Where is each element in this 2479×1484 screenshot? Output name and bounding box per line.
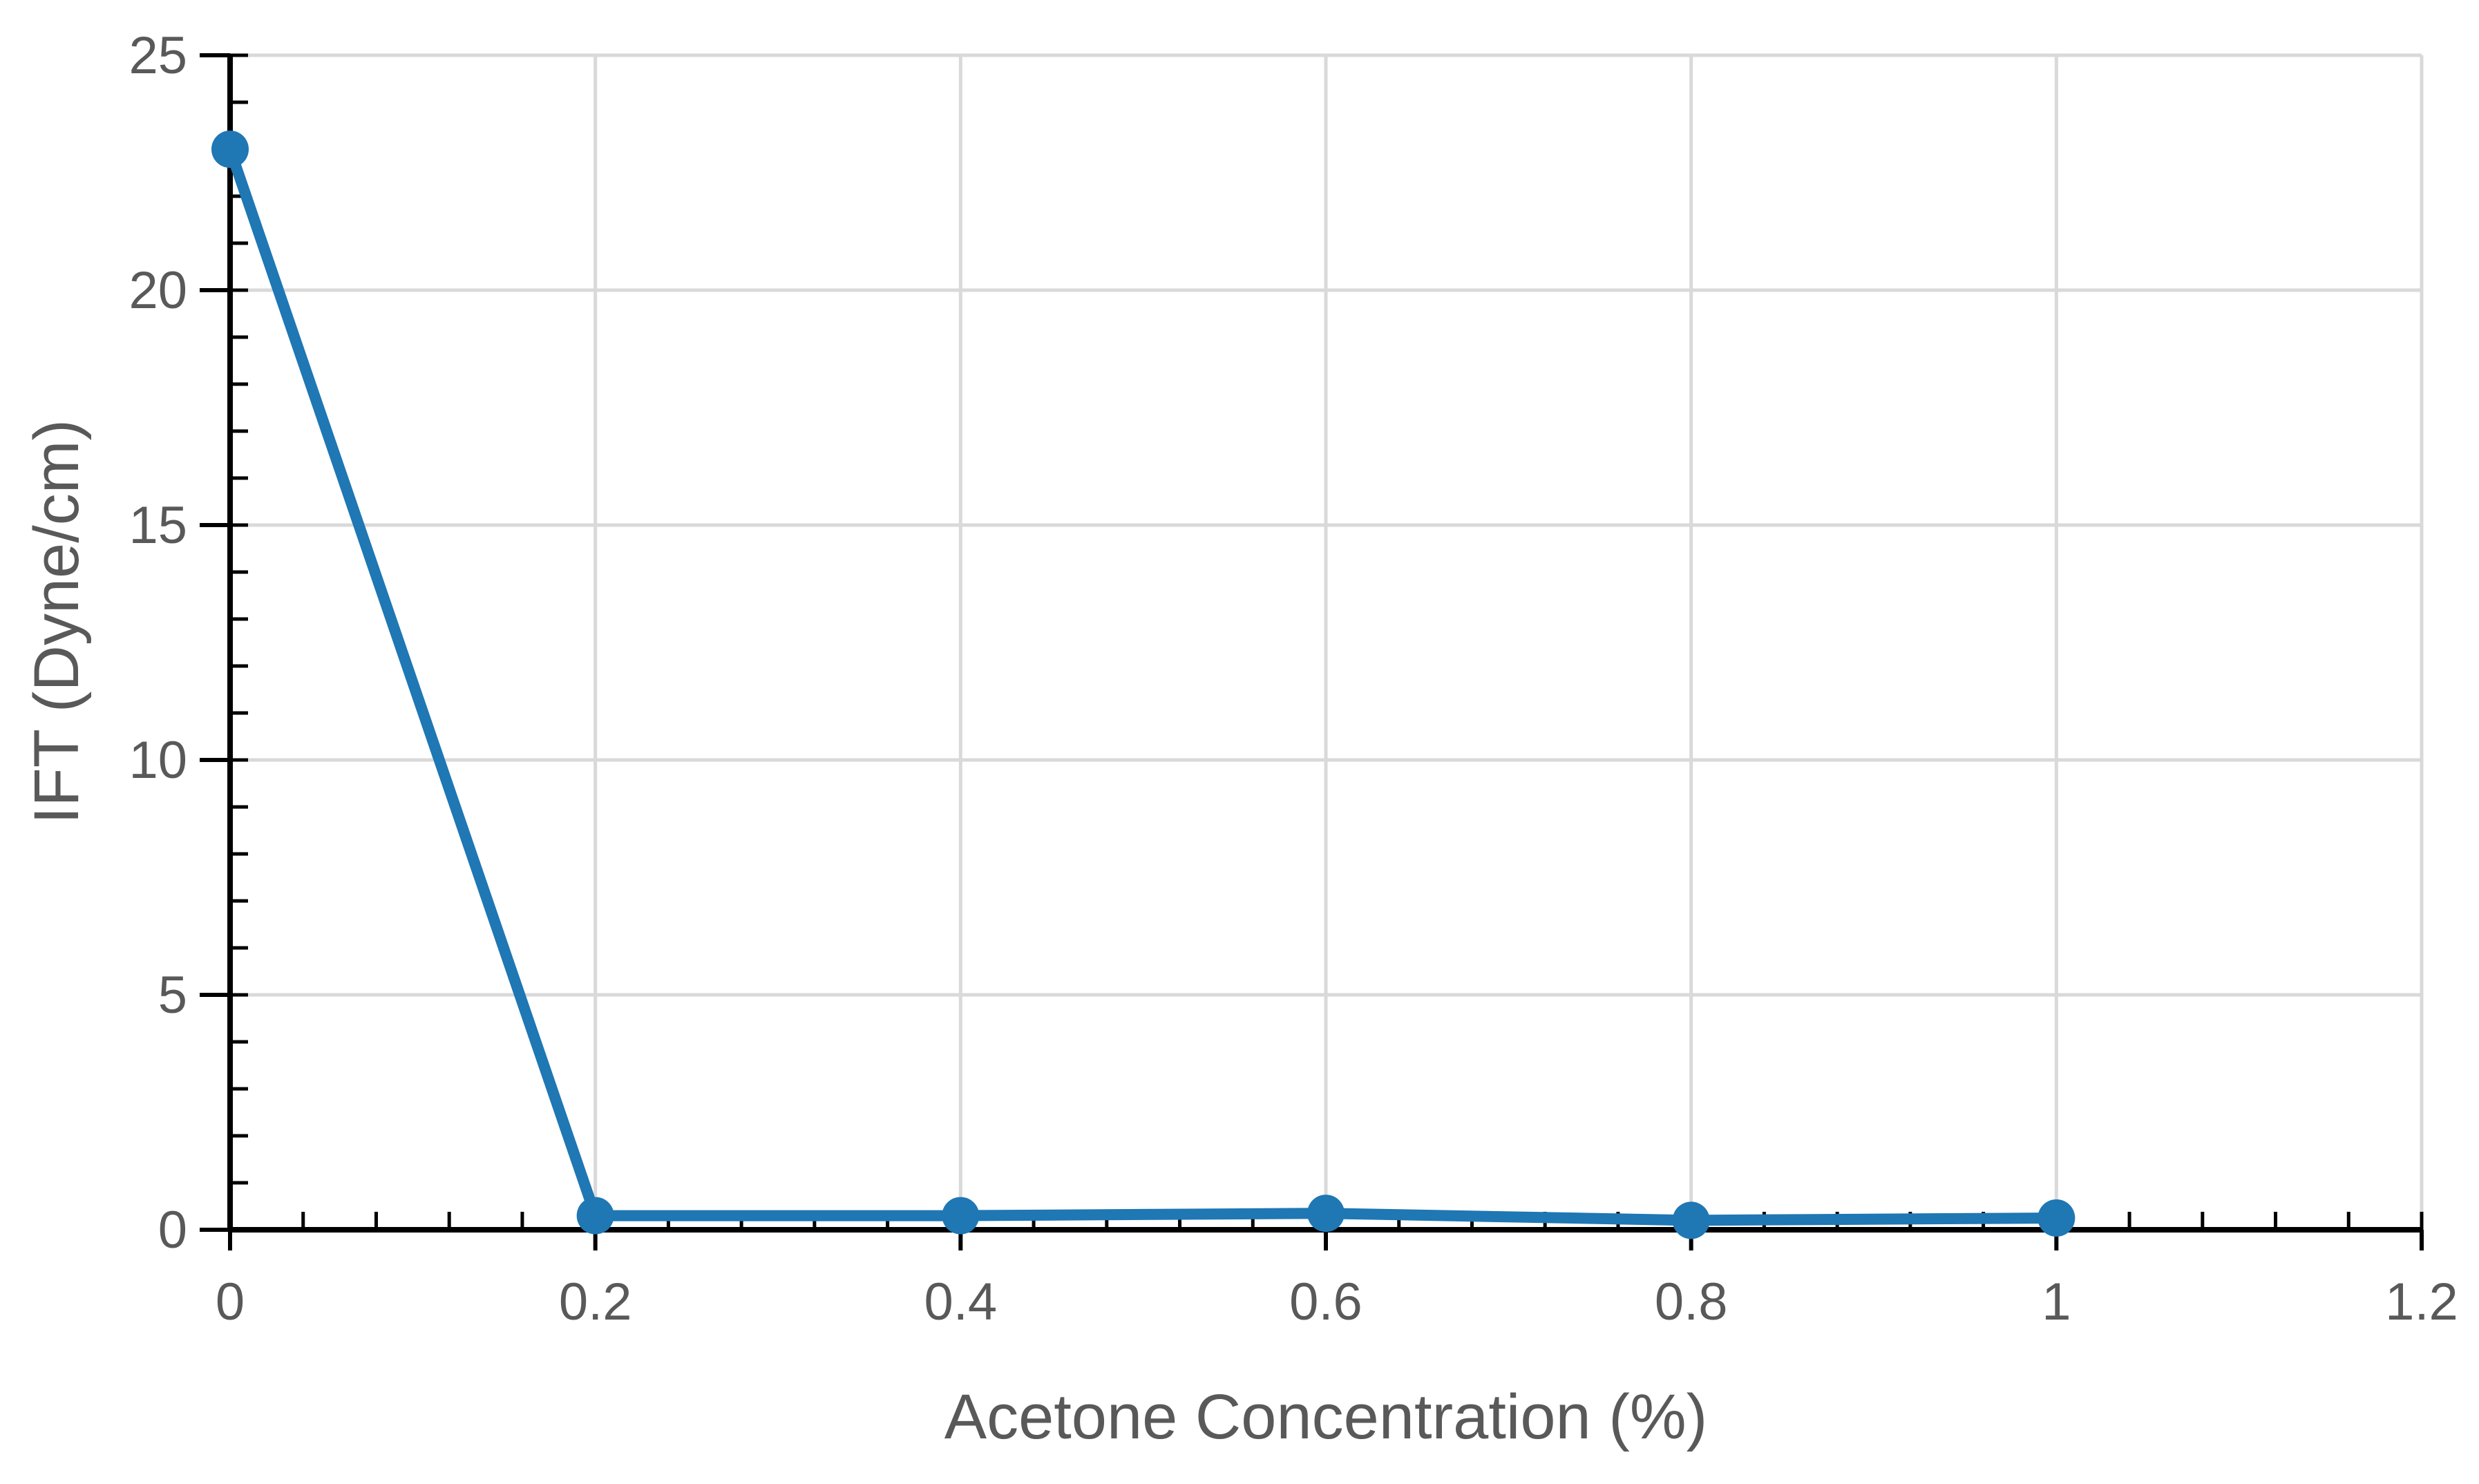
y-tick-label: 10 [129,731,187,790]
data-point [211,131,249,168]
tick-labels: 0 5 10 15 20 25 0 0.2 0.4 0.6 0.8 1 1.2 [129,26,2458,1331]
y-tick-label: 15 [129,496,187,555]
x-tick-label: 0.6 [1289,1273,1362,1331]
axes [200,53,2424,1250]
grid [230,53,2424,1230]
data-point [576,1197,614,1235]
series-layer [211,131,2076,1239]
x-tick-label: 1 [2042,1273,2071,1331]
x-tick-label: 1.2 [2385,1273,2458,1331]
data-point [1672,1201,1710,1239]
data-point [2038,1199,2076,1237]
x-tick-label: 0.2 [559,1273,632,1331]
data-point [1307,1195,1345,1233]
series-line [225,144,2062,1226]
x-tick-label: 0 [216,1273,245,1331]
y-tick-label: 5 [158,966,187,1025]
x-tick-label: 0.4 [924,1273,998,1331]
x-tick-label: 0.8 [1655,1273,1728,1331]
data-point [942,1197,980,1235]
y-tick-label: 25 [129,26,187,85]
x-axis-title: Acetone Concentration (%) [944,1382,1708,1452]
y-tick-label: 0 [158,1201,187,1259]
y-axis-title: IFT (Dyne/cm) [21,419,92,824]
y-tick-label: 20 [129,261,187,320]
